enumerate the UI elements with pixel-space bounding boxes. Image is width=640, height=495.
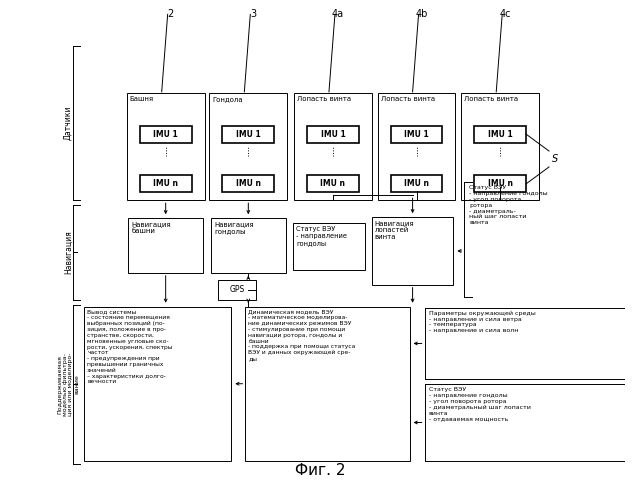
Text: Динамическая модель ВЭУ
- математическое моделирова-
ние динамических режимов ВЭ: Динамическая модель ВЭУ - математическое… xyxy=(248,310,356,361)
Text: Навигация: Навигация xyxy=(63,231,72,274)
Text: Лопасть винта: Лопасть винта xyxy=(381,96,435,102)
Text: IMU n: IMU n xyxy=(321,179,346,189)
Bar xyxy=(140,175,191,193)
Bar xyxy=(474,126,526,143)
Bar xyxy=(127,93,205,200)
Bar xyxy=(245,307,410,461)
Text: IMU n: IMU n xyxy=(404,179,429,189)
Bar xyxy=(474,175,526,193)
Text: Параметры окружающей среды
- направление и сила ветра
- температура
- направлени: Параметры окружающей среды - направление… xyxy=(429,311,535,333)
Text: IMU n: IMU n xyxy=(488,179,513,189)
Bar xyxy=(378,93,456,200)
Text: Фиг. 2: Фиг. 2 xyxy=(295,463,345,478)
Bar xyxy=(223,175,274,193)
Text: Гондола: Гондола xyxy=(212,96,243,102)
Text: IMU 1: IMU 1 xyxy=(404,130,429,139)
Bar xyxy=(84,307,232,461)
Text: Навигация
башни: Навигация башни xyxy=(131,221,171,234)
Bar xyxy=(294,93,372,200)
Text: Лопасть винта: Лопасть винта xyxy=(297,96,351,102)
Bar xyxy=(293,223,365,270)
Text: 4a: 4a xyxy=(332,9,344,19)
Bar xyxy=(461,93,539,200)
Text: Навигация
лопастей
винта: Навигация лопастей винта xyxy=(375,220,414,240)
Bar xyxy=(372,217,453,285)
Bar xyxy=(129,218,203,273)
Bar xyxy=(390,175,442,193)
Text: IMU n: IMU n xyxy=(153,179,178,189)
Text: IMU 1: IMU 1 xyxy=(154,130,178,139)
Bar xyxy=(211,218,285,273)
Text: IMU 1: IMU 1 xyxy=(236,130,260,139)
Text: 3: 3 xyxy=(250,9,257,19)
Text: Вывод системы
- состояние перемещения
выбранных позиций (по-
зиция, положение в : Вывод системы - состояние перемещения вы… xyxy=(87,310,173,385)
Text: S: S xyxy=(552,154,558,164)
Text: Навигация
гондолы: Навигация гондолы xyxy=(214,221,253,234)
Bar xyxy=(209,93,287,200)
Text: IMU 1: IMU 1 xyxy=(321,130,346,139)
Text: Поддерживаемая
моделью фильтра-
ция или моделиро-
вание: Поддерживаемая моделью фильтра- ция или … xyxy=(57,352,79,416)
Text: GPS: GPS xyxy=(230,285,245,294)
Text: IMU 1: IMU 1 xyxy=(488,130,513,139)
Text: Башня: Башня xyxy=(130,96,154,102)
Text: 4b: 4b xyxy=(415,9,428,19)
Bar xyxy=(218,280,256,299)
Bar xyxy=(307,126,359,143)
Text: Лопасть винта: Лопасть винта xyxy=(465,96,518,102)
Bar xyxy=(223,126,274,143)
Bar xyxy=(140,126,191,143)
Text: Датчики: Датчики xyxy=(63,106,72,141)
Bar xyxy=(307,175,359,193)
Bar xyxy=(390,126,442,143)
Text: Статус ВЭУ
- направление гондолы
- угол поворота ротора
- диаметральный шаг лопа: Статус ВЭУ - направление гондолы - угол … xyxy=(429,387,531,421)
Text: Статус ВЭУ
- направление гондолы
- угол поворота
ротора
- диаметраль-
ный шаг ло: Статус ВЭУ - направление гондолы - угол … xyxy=(469,185,548,225)
Text: 2: 2 xyxy=(168,9,174,19)
Text: Статус ВЭУ
- направление
гондолы: Статус ВЭУ - направление гондолы xyxy=(296,226,347,246)
Text: 4c: 4c xyxy=(499,9,511,19)
Text: IMU n: IMU n xyxy=(236,179,261,189)
